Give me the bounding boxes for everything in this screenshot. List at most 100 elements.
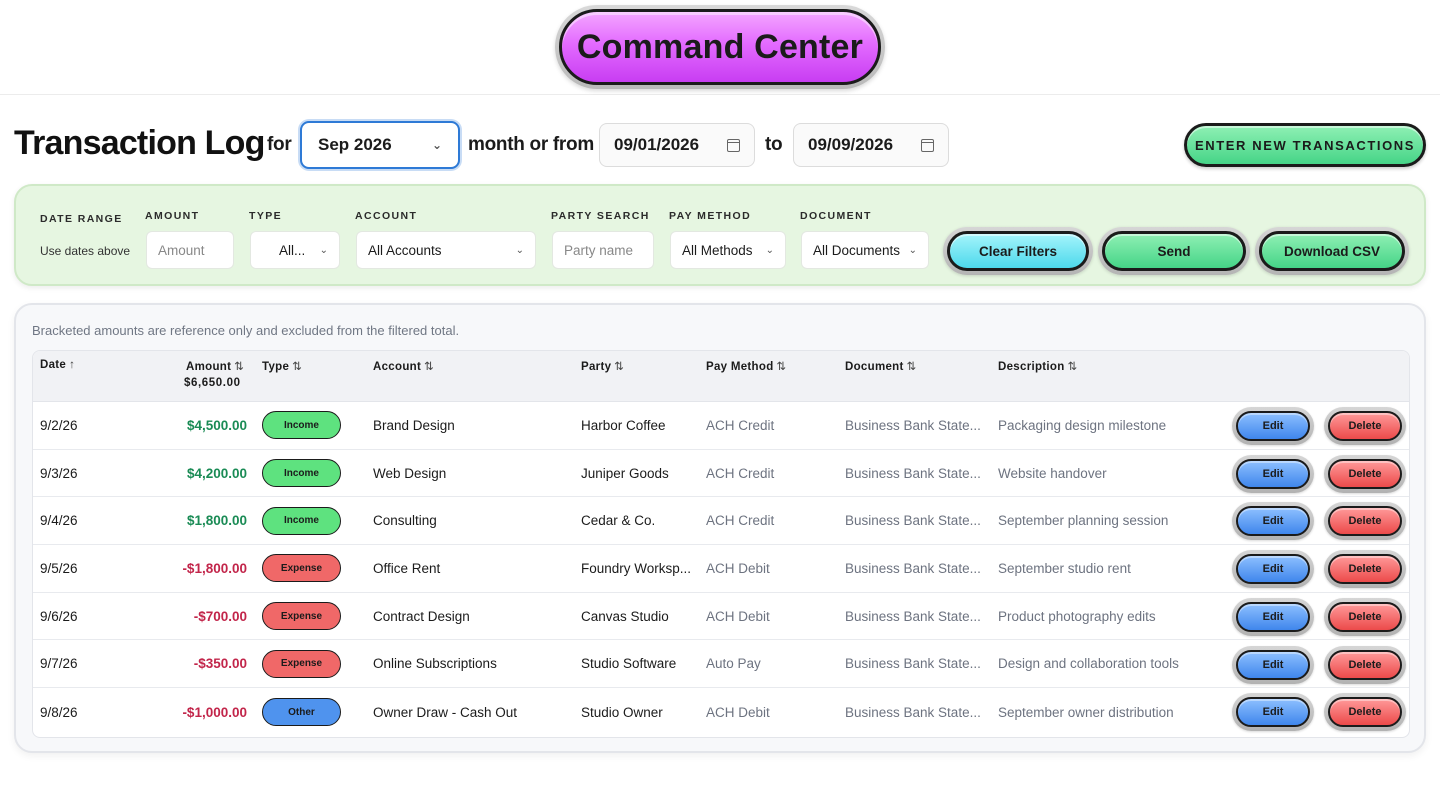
document-select-value: All Documents	[813, 242, 901, 258]
edit-button[interactable]: Edit	[1236, 554, 1310, 585]
table-row: 9/7/26 -$350.00 Expense Online Subscription…	[33, 641, 1409, 689]
month-select[interactable]: Sep 2026 ⌄	[300, 121, 460, 169]
column-header-document[interactable]: Document ⇅	[845, 359, 917, 373]
column-header-label: Pay Method	[706, 361, 774, 373]
document-cell: Business Bank State...	[845, 465, 981, 481]
to-label: to	[765, 134, 783, 155]
date-cell: 9/5/26	[40, 560, 78, 576]
pay-method-select[interactable]: All Methods ⌄	[670, 231, 786, 269]
delete-frame: Delete	[1324, 454, 1406, 493]
document-cell: Business Bank State...	[845, 417, 981, 433]
description-cell: Product photography edits	[998, 608, 1156, 624]
amount-cell: -$1,000.00	[182, 704, 247, 720]
edit-button[interactable]: Edit	[1236, 697, 1310, 728]
download-csv-frame: Download CSV	[1255, 227, 1409, 275]
description-cell: September planning session	[998, 513, 1169, 529]
type-select[interactable]: All... ⌄	[250, 231, 340, 269]
clear-filters-frame: Clear Filters	[943, 227, 1093, 275]
party-cell: Cedar & Co.	[581, 513, 656, 529]
description-cell: Packaging design milestone	[998, 417, 1167, 433]
document-cell: Business Bank State...	[845, 656, 981, 672]
edit-button[interactable]: Edit	[1236, 458, 1310, 489]
amount-label: AMOUNT	[145, 210, 200, 222]
column-header-pay-method[interactable]: Pay Method ⇅	[706, 359, 786, 373]
date-cell: 9/4/26	[40, 513, 78, 529]
send-button[interactable]: Send	[1102, 231, 1246, 271]
column-header-label: Account	[373, 361, 422, 373]
type-badge: Other	[262, 698, 341, 727]
clear-filters-button[interactable]: Clear Filters	[947, 231, 1089, 271]
edit-frame: Edit	[1232, 407, 1314, 445]
chevron-down-icon: ⌄	[765, 244, 774, 256]
delete-button[interactable]: Delete	[1328, 554, 1402, 585]
from-date-value: 09/01/2026	[614, 135, 700, 154]
type-cell: Expense	[262, 641, 352, 688]
column-header-account[interactable]: Account ⇅	[373, 359, 434, 373]
edit-button[interactable]: Edit	[1236, 411, 1310, 441]
type-cell: Expense	[262, 545, 352, 592]
calendar-icon[interactable]	[727, 138, 740, 152]
type-badge: Income	[262, 459, 341, 488]
sort-icon: ⇅	[1067, 361, 1078, 373]
edit-button[interactable]: Edit	[1236, 506, 1310, 537]
amount-input[interactable]: Amount	[146, 231, 234, 269]
filter-panel: DATE RANGE Use dates above AMOUNT Amount…	[14, 184, 1426, 286]
amount-cell: $4,500.00	[186, 417, 247, 433]
account-cell: Brand Design	[373, 417, 455, 433]
column-header-type[interactable]: Type ⇅	[262, 359, 302, 373]
delete-button[interactable]: Delete	[1328, 601, 1402, 632]
pay-method-cell: ACH Debit	[706, 560, 770, 576]
edit-button[interactable]: Edit	[1236, 601, 1310, 632]
pay-method-cell: Auto Pay	[706, 656, 761, 672]
pay-method-select-value: All Methods	[682, 242, 753, 258]
calendar-icon[interactable]	[921, 138, 934, 152]
edit-button[interactable]: Edit	[1236, 649, 1310, 680]
document-cell: Business Bank State...	[845, 704, 981, 720]
amount-cell: -$350.00	[193, 656, 247, 672]
chevron-down-icon: ⌄	[319, 244, 328, 256]
delete-button[interactable]: Delete	[1328, 458, 1402, 489]
type-select-value: All...	[279, 242, 306, 258]
document-label: DOCUMENT	[800, 210, 872, 222]
document-select[interactable]: All Documents ⌄	[801, 231, 929, 269]
type-badge: Income	[262, 506, 341, 535]
column-header-amount[interactable]: Amount ⇅	[186, 359, 244, 373]
command-center-button[interactable]: Command Center	[559, 9, 881, 85]
column-header-label: Date	[40, 359, 67, 371]
enter-new-transactions-button[interactable]: ENTER NEW TRANSACTIONS	[1184, 123, 1426, 167]
to-date-input[interactable]: 09/09/2026	[793, 123, 949, 167]
type-badge: Expense	[262, 554, 341, 583]
column-header-label: Amount	[186, 361, 232, 373]
edit-frame: Edit	[1232, 550, 1314, 589]
sort-icon: ⇅	[424, 361, 435, 373]
delete-button[interactable]: Delete	[1328, 649, 1402, 680]
column-header-description[interactable]: Description ⇅	[998, 359, 1078, 373]
description-cell: Design and collaboration tools	[998, 656, 1179, 672]
delete-button[interactable]: Delete	[1328, 506, 1402, 537]
column-header-party[interactable]: Party ⇅	[581, 359, 624, 373]
account-cell: Web Design	[373, 465, 447, 481]
top-bar: Command Center	[0, 0, 1440, 95]
from-date-input[interactable]: 09/01/2026	[599, 123, 755, 167]
date-cell: 9/8/26	[40, 704, 78, 720]
party-search-input[interactable]: Party name	[552, 231, 654, 269]
table-row: 9/2/26 $4,500.00 Income Brand Design Harbor …	[33, 402, 1409, 450]
account-label: ACCOUNT	[355, 210, 418, 222]
date-cell: 9/7/26	[40, 656, 78, 672]
column-header-date[interactable]: Date ↑	[40, 359, 75, 371]
type-cell: Income	[262, 402, 352, 449]
chevron-down-icon: ⌄	[515, 244, 524, 256]
edit-frame: Edit	[1232, 645, 1314, 684]
delete-button[interactable]: Delete	[1328, 411, 1402, 441]
chevron-down-icon: ⌄	[431, 138, 442, 152]
table-row: 9/6/26 -$700.00 Expense Contract Design Canv…	[33, 593, 1409, 641]
page-title: Transaction Log	[14, 124, 265, 162]
delete-frame: Delete	[1324, 407, 1406, 445]
account-cell: Consulting	[373, 513, 437, 529]
table-row: 9/3/26 $4,200.00 Income Web Design Juniper G…	[33, 450, 1409, 498]
account-select[interactable]: All Accounts ⌄	[356, 231, 536, 269]
download-csv-button[interactable]: Download CSV	[1259, 231, 1405, 271]
date-cell: 9/2/26	[40, 417, 78, 433]
party-cell: Juniper Goods	[581, 465, 669, 481]
delete-button[interactable]: Delete	[1328, 697, 1402, 728]
